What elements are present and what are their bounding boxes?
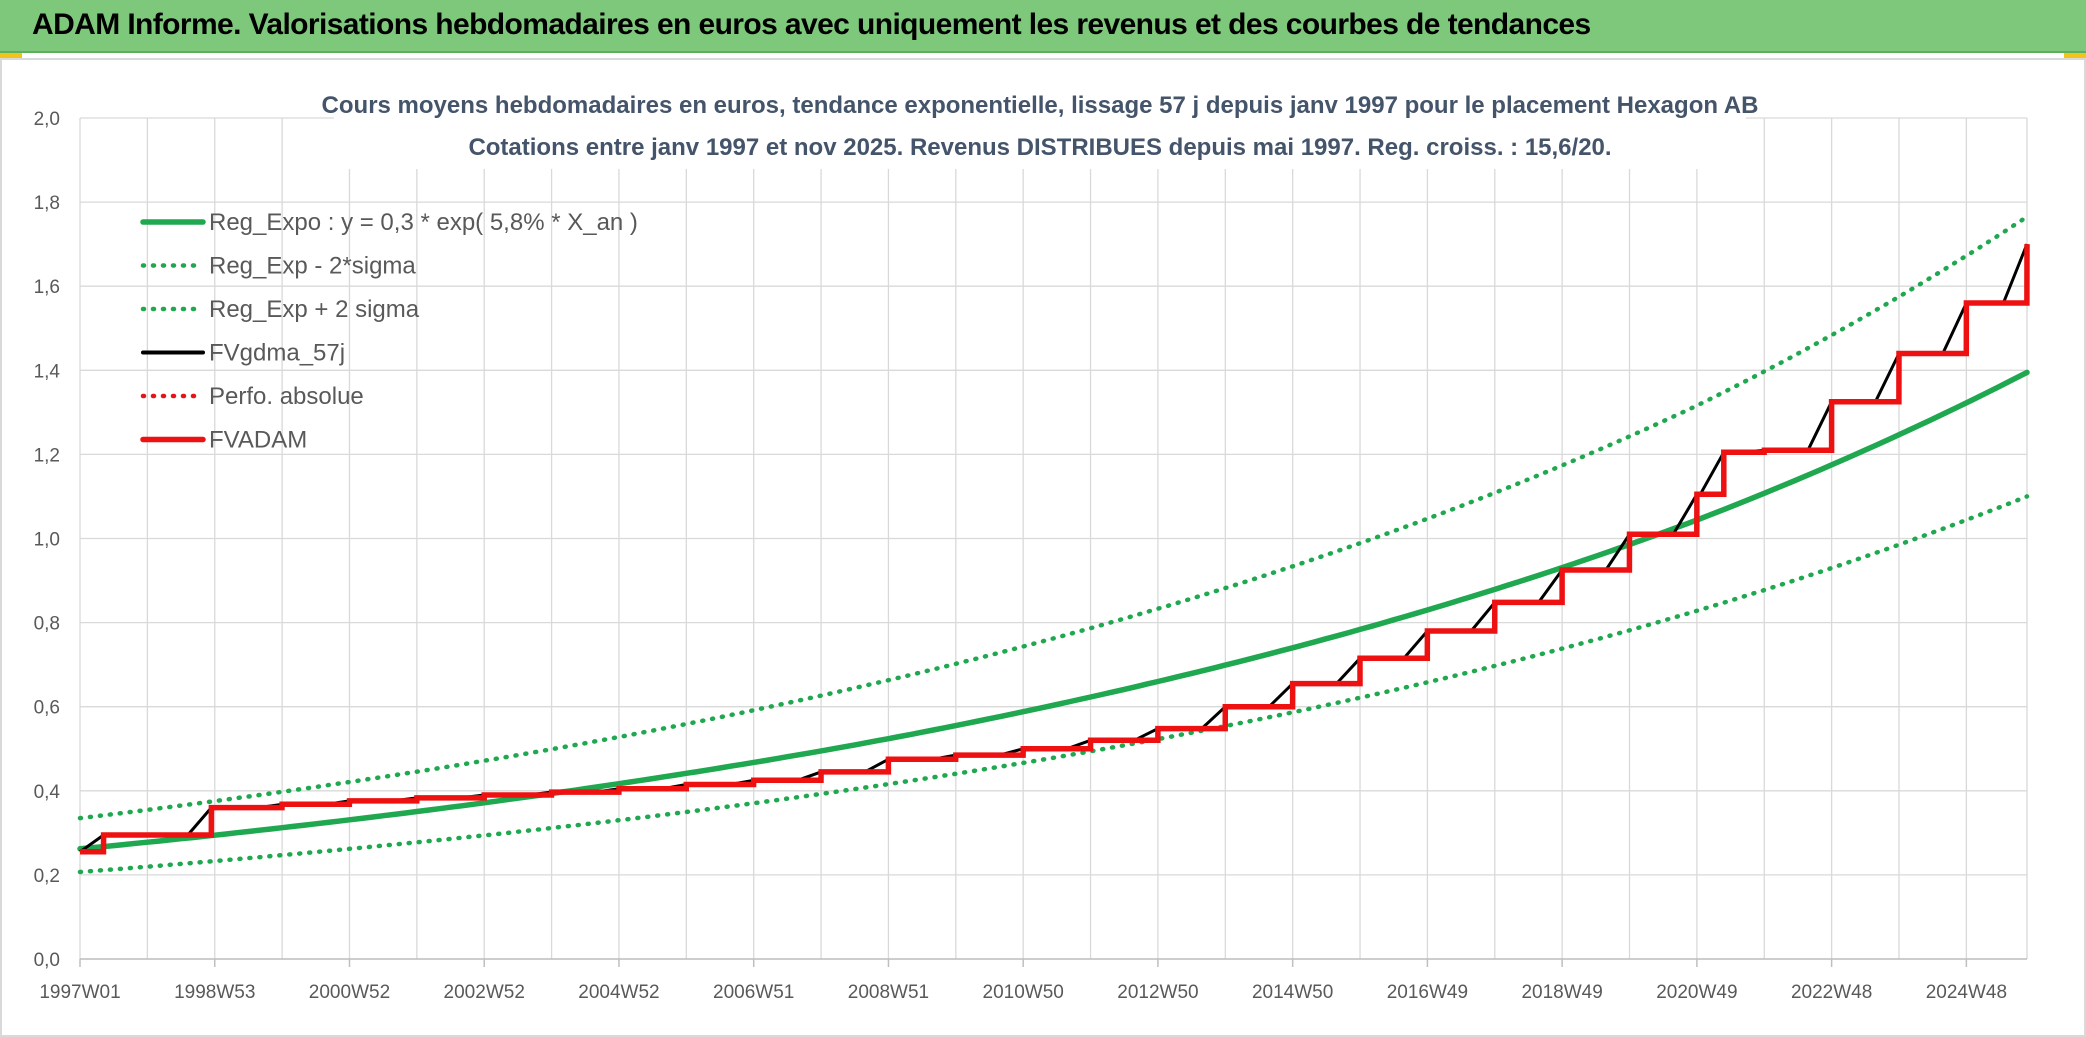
- x-tick-label: 2022W48: [1791, 982, 1872, 1003]
- y-tick-label: 1,0: [34, 530, 60, 551]
- chart-subtitle: Cotations entre janv 1997 et nov 2025. R…: [468, 134, 1611, 161]
- y-tick-label: 0,0: [34, 950, 60, 971]
- y-tick-label: 2,0: [34, 109, 60, 130]
- corner-mark-right: [2064, 53, 2086, 59]
- y-tick-label: 1,4: [34, 361, 61, 382]
- header-bar: ADAM Informe. Valorisations hebdomadaire…: [0, 0, 2086, 53]
- x-tick-label: 2014W50: [1252, 982, 1333, 1003]
- x-tick-label: 2016W49: [1387, 982, 1468, 1003]
- x-tick-label: 2006W51: [713, 982, 794, 1003]
- y-tick-label: 0,8: [34, 614, 60, 635]
- x-tick-label: 2024W48: [1926, 982, 2007, 1003]
- chart-area: [0, 58, 2086, 1037]
- legend-label-5: FVADAM: [209, 427, 307, 454]
- y-tick-label: 1,2: [34, 445, 60, 466]
- x-tick-label: 2020W49: [1656, 982, 1737, 1003]
- x-tick-label: 2018W49: [1521, 982, 1602, 1003]
- y-tick-label: 1,8: [34, 193, 60, 214]
- legend: Reg_Expo : y = 0,3 * exp( 5,8% * X_an ) R…: [140, 209, 638, 454]
- x-tick-label: 1998W53: [174, 982, 255, 1003]
- x-tick-label: 2002W52: [444, 982, 525, 1003]
- x-tick-label: 2012W50: [1117, 982, 1198, 1003]
- y-tick-label: 0,4: [34, 782, 61, 803]
- series-line-0: [77, 369, 2030, 852]
- legend-label-2: Reg_Exp + 2 sigma: [209, 296, 420, 323]
- legend-label-1: Reg_Exp - 2*sigma: [209, 253, 416, 280]
- x-tick-label: 2004W52: [578, 982, 659, 1003]
- series-line-1: [77, 494, 2030, 875]
- series-layer: [77, 214, 2030, 875]
- x-tick-label: 1997W01: [39, 982, 120, 1003]
- axis-layer: 0,0 0,2 0,4 0,6 0,8 1,0 1,2 1,4 1,6 1,8 2,0 1997W01…: [34, 109, 2027, 1003]
- x-tick-label: 2010W50: [983, 982, 1064, 1003]
- series-line-2: [77, 214, 2030, 821]
- legend-label-3: FVgdma_57j: [209, 340, 345, 367]
- series-line-5: [80, 244, 2030, 855]
- grid-layer: [79, 117, 2028, 960]
- chart-title-backdrop: [334, 85, 1746, 169]
- chart-title: Cours moyens hebdomadaires en euros, ten…: [322, 92, 1759, 119]
- legend-label-0: Reg_Expo : y = 0,3 * exp( 5,8% * X_an ): [209, 209, 638, 236]
- series-line-3: [79, 243, 2029, 854]
- page-title: ADAM Informe. Valorisations hebdomadaire…: [32, 8, 1591, 41]
- y-tick-label: 0,6: [34, 698, 60, 719]
- x-tick-label: 2008W51: [848, 982, 929, 1003]
- legend-label-4: Perfo. absolue: [209, 383, 364, 410]
- y-tick-label: 1,6: [34, 277, 60, 298]
- y-tick-label: 0,2: [34, 866, 60, 887]
- corner-mark-left: [0, 53, 22, 59]
- x-tick-label: 2000W52: [309, 982, 390, 1003]
